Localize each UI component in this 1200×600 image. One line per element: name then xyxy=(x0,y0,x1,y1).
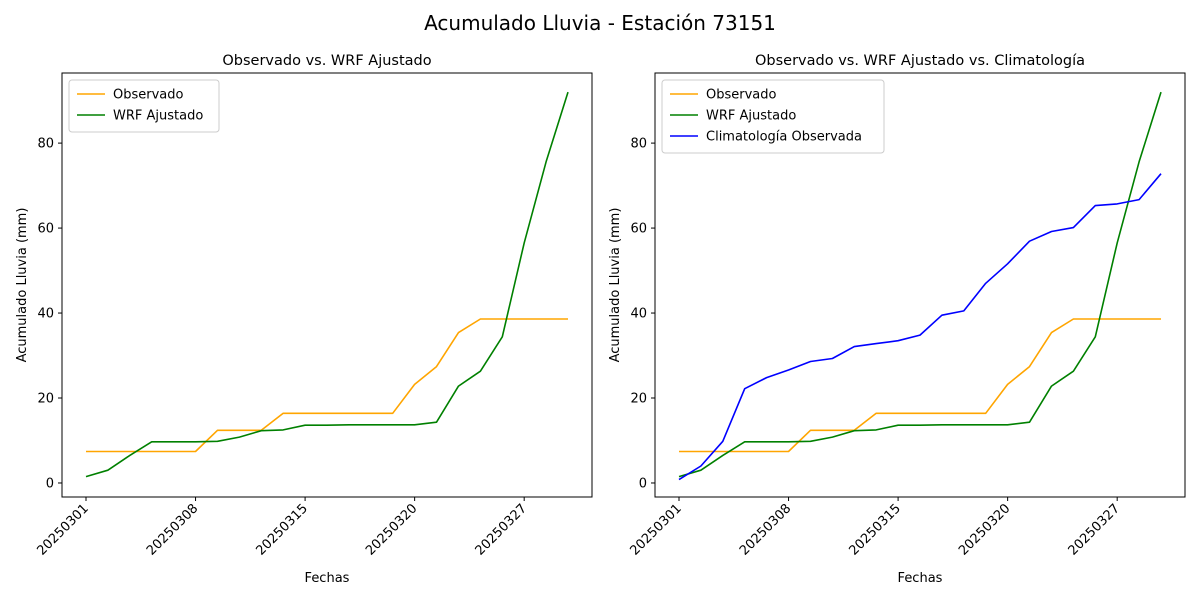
y-tick-label: 80 xyxy=(630,137,647,152)
series-line-climatología-observada xyxy=(678,173,1162,481)
y-axis-label: Acumulado Lluvia (mm) xyxy=(608,208,623,363)
series-line-wrf-ajustado xyxy=(678,91,1162,478)
y-tick-label: 0 xyxy=(46,476,54,491)
series-line-wrf-ajustado xyxy=(85,91,569,478)
series-line-observado xyxy=(86,318,568,453)
chart-left: Observado vs. WRF Ajustado 0 20 40 60 80 20250… xyxy=(15,53,593,586)
series-line-observado xyxy=(679,318,1161,453)
x-tick-label: 20250308 xyxy=(144,501,201,558)
y-tick-label: 20 xyxy=(37,392,54,407)
legend-box xyxy=(68,79,220,133)
x-tick-label: 20250320 xyxy=(956,501,1013,558)
y-axis-label: Acumulado Lluvia (mm) xyxy=(15,208,30,363)
chart-panels: Observado vs. WRF Ajustado 0 20 40 60 80 20250… xyxy=(15,53,1186,586)
y-tick-label: 0 xyxy=(639,476,647,491)
legend-entry: WRF Ajustado xyxy=(113,109,203,124)
chart-right: Observado vs. WRF Ajustado vs. Climatolo… xyxy=(608,53,1186,586)
legend-entry: WRF Ajustado xyxy=(706,109,796,124)
x-tick-label: 20250327 xyxy=(473,501,530,558)
x-axis-label: Fechas xyxy=(898,571,943,586)
legend: Observado WRF Ajustado Climatología Observ… xyxy=(661,79,885,154)
chart-title: Observado vs. WRF Ajustado vs. Climatolo… xyxy=(755,53,1085,69)
y-tick-label: 60 xyxy=(37,222,54,237)
x-tick-label: 20250315 xyxy=(847,501,904,558)
chart-title: Observado vs. WRF Ajustado xyxy=(222,53,431,69)
figure-suptitle: Acumulado Lluvia - Estación 73151 xyxy=(424,11,776,35)
y-tick-label: 80 xyxy=(37,137,54,152)
x-tick-label: 20250301 xyxy=(627,501,684,558)
x-tick-label: 20250320 xyxy=(363,501,420,558)
y-tick-label: 40 xyxy=(630,307,647,322)
legend-entry: Observado xyxy=(706,88,777,103)
y-tick-label: 40 xyxy=(37,307,54,322)
x-tick-label: 20250308 xyxy=(737,501,794,558)
x-axis-label: Fechas xyxy=(305,571,350,586)
legend-entry: Climatología Observada xyxy=(706,130,862,145)
y-tick-label: 20 xyxy=(630,392,647,407)
y-tick-label: 60 xyxy=(630,222,647,237)
x-tick-label: 20250327 xyxy=(1066,501,1123,558)
legend-entry: Observado xyxy=(113,88,184,103)
legend: Observado WRF Ajustado xyxy=(68,79,220,133)
legend-box xyxy=(661,79,885,154)
x-tick-label: 20250315 xyxy=(254,501,311,558)
plot-frame xyxy=(654,72,1186,498)
x-tick-label: 20250301 xyxy=(34,501,91,558)
plot-frame xyxy=(61,72,593,498)
